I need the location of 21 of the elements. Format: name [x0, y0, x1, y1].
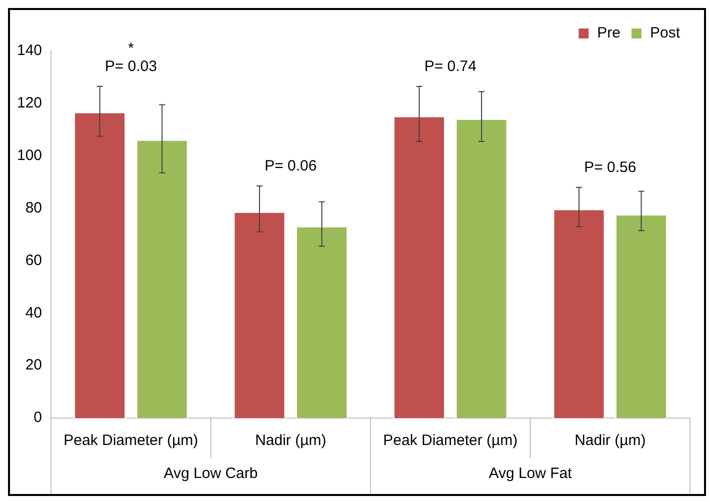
y-tick-label: 140	[16, 42, 42, 60]
text: Avg Low Carb	[164, 465, 258, 482]
legend-label: Post	[650, 24, 681, 42]
y-tick-label: 20	[25, 356, 42, 374]
y-tick-label: 100	[16, 147, 42, 164]
annotation: *	[128, 40, 134, 58]
y-tick-label: 40	[25, 304, 42, 322]
y-tick-label: 120	[16, 94, 42, 112]
x-tick-label: Peak Diameter (µm)	[64, 432, 198, 450]
x-tick-label: Peak Diameter (µm)	[383, 432, 518, 450]
y-tick-label: 60	[25, 252, 42, 269]
annotation: P= 0.03	[104, 58, 157, 76]
y-tick-label: 0	[34, 409, 42, 426]
annotation: P= 0.74	[424, 58, 476, 76]
y-tick-label: 80	[25, 199, 42, 216]
text: Avg Low Fat	[488, 465, 573, 482]
x-tick-label: Nadir (µm)	[574, 432, 646, 450]
annotation: P= 0.56	[584, 158, 636, 176]
annotation: P= 0.06	[264, 158, 317, 175]
legend-label: Pre	[597, 24, 620, 42]
x-tick-label: Nadir (µm)	[255, 432, 326, 450]
